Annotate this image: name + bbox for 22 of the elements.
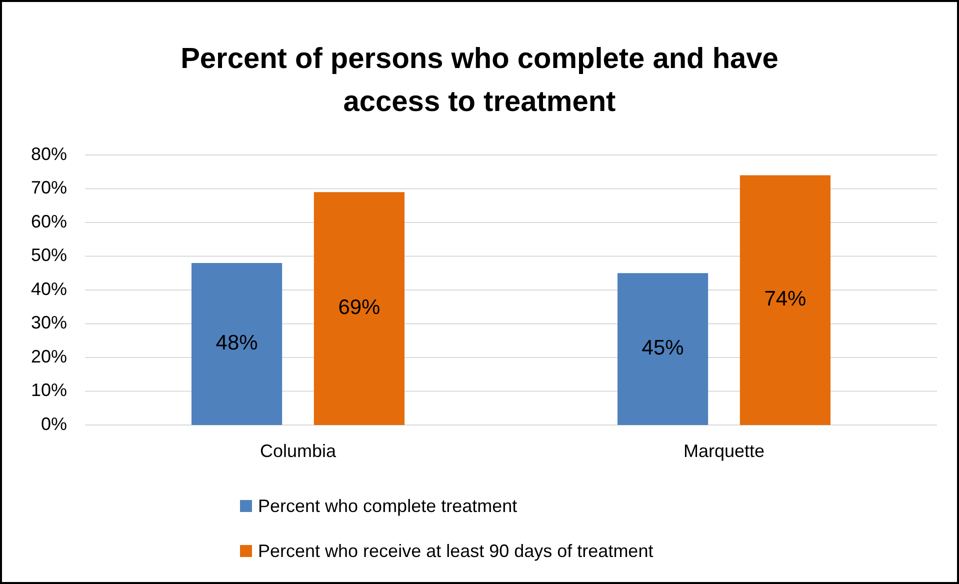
bar [618,273,708,425]
y-tick-label: 10% [30,380,67,400]
y-tick-label: 60% [30,211,67,232]
y-tick-label: 30% [30,312,67,332]
data-label: 45% [642,336,684,360]
legend-label: Percent who complete treatment [258,496,518,516]
x-tick-label: Columbia [260,441,337,461]
x-tick-label: Marquette [683,441,765,461]
y-tick-label: 70% [30,178,67,198]
data-label: 48% [216,332,258,355]
bar [192,263,282,425]
y-tick-label: 50% [30,245,67,265]
data-label: 69% [338,296,380,320]
y-tick-label: 80% [30,144,67,164]
y-tick-label: 40% [30,278,67,299]
bar [740,175,830,425]
chart-title: Percent of persons who complete and have access to treatment [180,43,778,118]
legend-label: Percent who receive at least 90 days of treatment [258,540,654,561]
data-label: 74% [764,288,806,311]
y-tick-label: 20% [30,346,67,366]
bar [314,192,404,425]
y-tick-label: 0% [40,414,67,434]
